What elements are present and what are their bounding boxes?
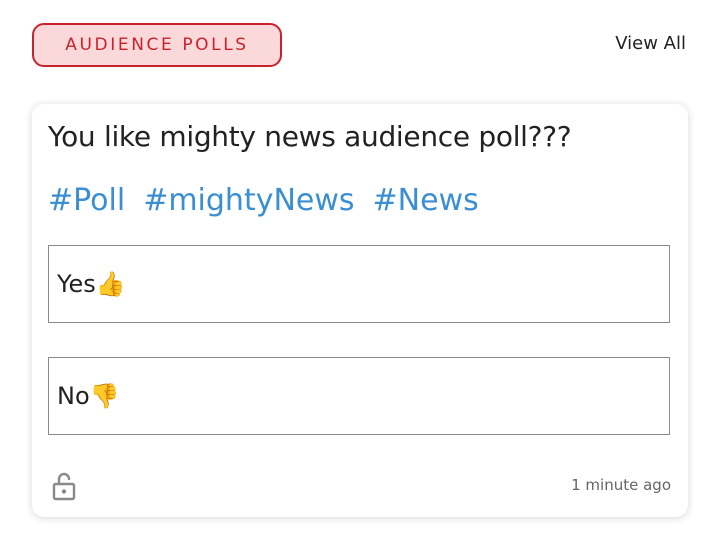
poll-tags: #Poll #mightyNews #News bbox=[48, 183, 479, 218]
poll-card: You like mighty news audience poll??? #P… bbox=[32, 104, 688, 517]
poll-option-label: No👎 bbox=[57, 382, 120, 410]
view-all-link[interactable]: View All bbox=[615, 33, 686, 54]
poll-question: You like mighty news audience poll??? bbox=[48, 120, 572, 153]
tag-poll[interactable]: #Poll bbox=[48, 183, 126, 218]
tag-mightynews[interactable]: #mightyNews bbox=[143, 183, 355, 218]
tag-news[interactable]: #News bbox=[372, 183, 479, 218]
unlocked-padlock-icon bbox=[52, 471, 76, 501]
poll-option-yes[interactable]: Yes👍 bbox=[48, 245, 670, 323]
poll-option-label: Yes👍 bbox=[57, 270, 126, 298]
audience-polls-badge: AUDIENCE POLLS bbox=[32, 23, 282, 67]
poll-timestamp: 1 minute ago bbox=[571, 476, 671, 494]
section-header: AUDIENCE POLLS View All bbox=[32, 23, 688, 67]
poll-option-no[interactable]: No👎 bbox=[48, 357, 670, 435]
